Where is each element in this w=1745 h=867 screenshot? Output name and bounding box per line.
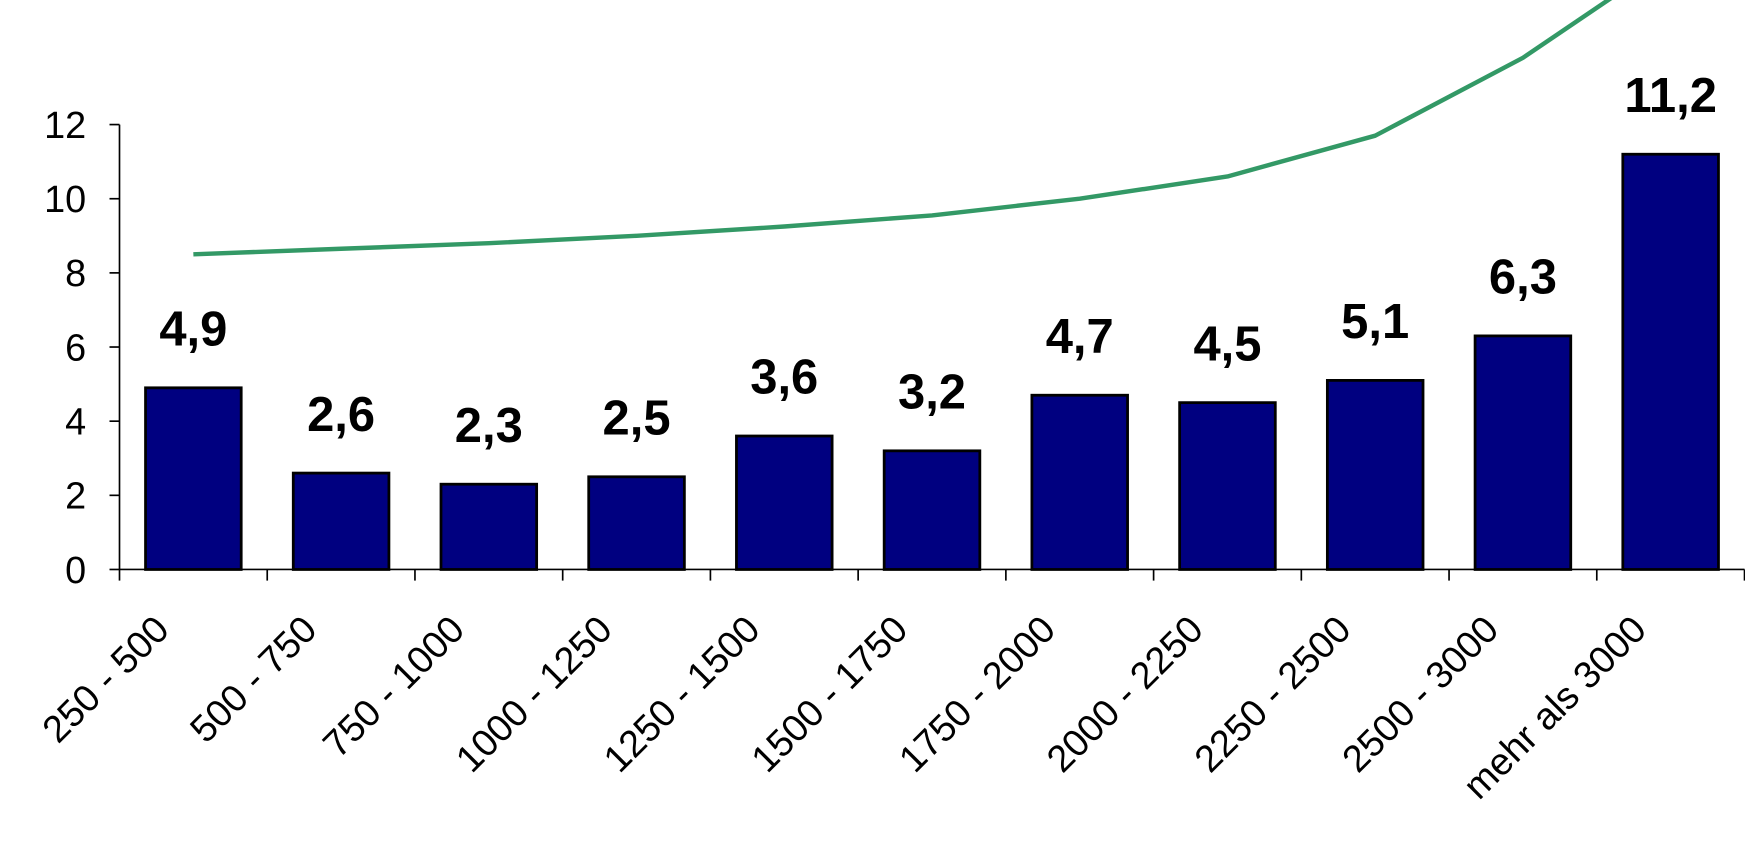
bar: [587, 475, 686, 571]
x-tick-label: 1000 - 1250: [448, 608, 620, 780]
trend-line: [193, 0, 1613, 257]
bar: [291, 471, 391, 571]
data-label: 2,5: [603, 392, 671, 446]
data-label: 11,2: [1624, 69, 1717, 123]
data-label: 5,1: [1341, 295, 1409, 349]
bar: [882, 449, 982, 571]
bar: [1621, 152, 1720, 571]
bar: [1030, 393, 1129, 571]
x-tick-label: 1500 - 1750: [744, 608, 916, 780]
bar: [144, 386, 243, 571]
x-tick-label: 500 - 750: [183, 608, 326, 751]
data-label: 2,6: [307, 388, 375, 442]
x-tick-label: 750 - 1000: [315, 608, 473, 766]
line-layer: [193, 0, 1613, 257]
x-tick-label: 2000 - 2250: [1039, 608, 1211, 780]
x-tick-label: 250 - 500: [35, 608, 178, 751]
x-tick-label: 1750 - 2000: [891, 608, 1063, 780]
y-tick-label: 12: [44, 105, 86, 147]
data-label: 3,6: [750, 351, 818, 405]
data-label: 3,2: [898, 366, 966, 420]
data-label: 6,3: [1489, 251, 1557, 305]
x-tick-label: 2250 - 2500: [1187, 608, 1359, 780]
data-label: 2,3: [455, 399, 523, 453]
data-label: 4,9: [159, 303, 227, 357]
bar: [735, 434, 834, 571]
x-tick-label: 1250 - 1500: [596, 608, 768, 780]
data-label: 4,7: [1046, 310, 1114, 364]
bar: [1473, 334, 1573, 571]
y-tick-label: 6: [65, 327, 86, 369]
y-tick-label: 8: [65, 253, 86, 295]
y-tick-label: 2: [65, 476, 86, 518]
bar: [439, 482, 539, 571]
bar: [1325, 379, 1425, 571]
y-tick-label: 10: [44, 179, 86, 221]
y-tick-label: 4: [65, 402, 86, 444]
bar: [1178, 401, 1277, 571]
y-tick-label: 0: [65, 550, 86, 592]
data-label: 4,5: [1193, 317, 1261, 371]
